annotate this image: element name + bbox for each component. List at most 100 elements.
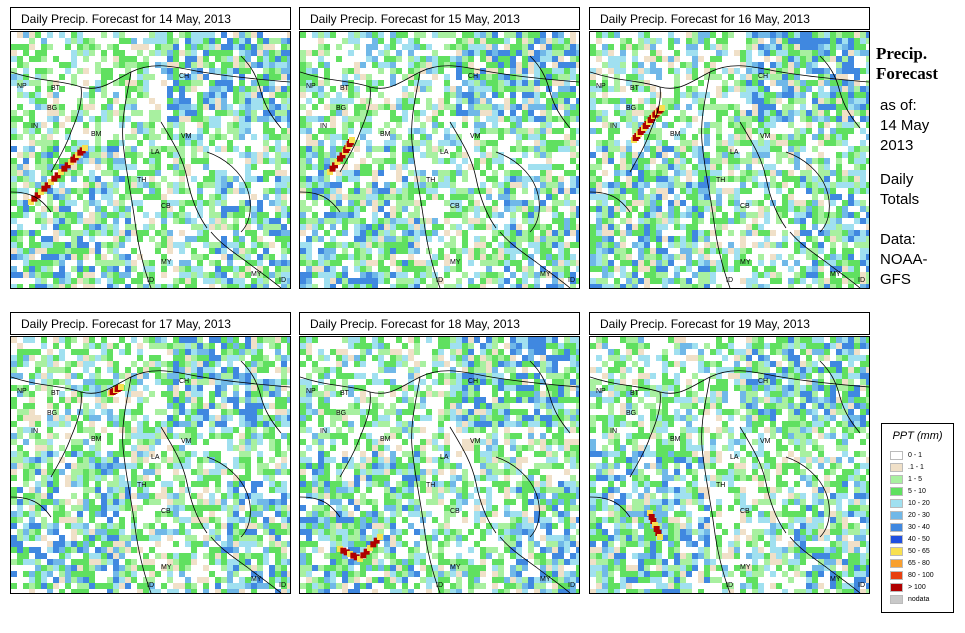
precip-cell	[197, 367, 203, 373]
precip-cell	[125, 373, 131, 379]
precip-cell	[275, 230, 281, 236]
precip-cell	[608, 122, 614, 128]
precip-cell	[782, 236, 788, 242]
precip-cell	[251, 236, 257, 242]
precip-cell	[632, 74, 638, 80]
precip-cell	[686, 146, 692, 152]
precip-cell	[209, 427, 215, 433]
precip-cell	[173, 158, 179, 164]
precip-cell	[680, 140, 686, 146]
precip-cell	[342, 176, 348, 182]
precip-cell	[854, 80, 860, 86]
precip-cell	[239, 349, 245, 355]
precip-cell	[287, 445, 290, 451]
precip-cell	[510, 230, 516, 236]
precip-cell	[221, 98, 227, 104]
precip-map[interactable]: NP BT BG IN BM CH VM LA TH CB MY ID MY ID	[299, 31, 580, 289]
precip-cell	[516, 32, 522, 38]
precip-cell	[758, 206, 764, 212]
precip-cell	[674, 134, 680, 140]
precip-cell	[239, 92, 245, 98]
precip-cell	[450, 194, 456, 200]
precip-cell	[528, 230, 534, 236]
precip-cell	[47, 80, 53, 86]
precip-cell	[540, 32, 546, 38]
precip-cell	[650, 236, 656, 242]
precip-cell	[239, 104, 245, 110]
precip-cell	[836, 92, 842, 98]
precip-cell	[728, 32, 734, 38]
precip-cell	[480, 44, 486, 50]
precip-cell	[53, 355, 59, 361]
precip-cell	[318, 248, 324, 254]
precip-map[interactable]: NP BT BG IN BM CH VM LA TH CB MY ID MY ID	[10, 31, 291, 289]
precip-cell	[564, 218, 570, 224]
precip-cell	[546, 68, 552, 74]
precip-cell	[287, 152, 290, 158]
precip-cell	[420, 266, 426, 272]
precip-cell	[824, 92, 830, 98]
precip-cell	[83, 248, 89, 254]
precip-cell	[354, 110, 360, 116]
precip-cell	[468, 206, 474, 212]
precip-cell	[41, 248, 47, 254]
precip-cell	[221, 397, 227, 403]
precip-cell	[161, 62, 167, 68]
precip-cell	[522, 32, 528, 38]
precip-map[interactable]: NP BT BG IN BM CH VM LA TH CB MY ID MY ID	[589, 31, 870, 289]
precip-cell	[764, 128, 770, 134]
precip-cell	[275, 367, 281, 373]
precip-cell	[534, 224, 540, 230]
precip-cell	[686, 248, 692, 254]
precip-cell	[402, 194, 408, 200]
precip-cell	[263, 98, 269, 104]
precip-cell	[486, 260, 492, 266]
precip-cell	[149, 188, 155, 194]
precip-map[interactable]: NP BT BG IN BM CH VM LA TH CB MY ID MY ID	[10, 336, 291, 594]
precip-cell	[287, 56, 290, 62]
precip-cell	[734, 218, 740, 224]
precip-cell	[137, 128, 143, 134]
precip-cell	[662, 56, 668, 62]
precip-cell	[287, 242, 290, 248]
precip-cell	[125, 397, 131, 403]
precip-cell	[245, 176, 251, 182]
precip-cell	[185, 433, 191, 439]
precip-cell	[632, 128, 638, 134]
precip-cell	[602, 140, 608, 146]
precip-cell	[486, 98, 492, 104]
precip-cell	[83, 337, 89, 343]
precip-cell	[474, 74, 480, 80]
precip-cell	[41, 242, 47, 248]
precip-cell	[776, 212, 782, 218]
precip-cell	[842, 44, 848, 50]
precip-cell	[143, 445, 149, 451]
precip-cell	[149, 224, 155, 230]
precip-cell	[570, 212, 576, 218]
precip-cell	[474, 140, 480, 146]
precip-cell	[59, 349, 65, 355]
precip-cell	[281, 68, 287, 74]
precip-cell	[866, 134, 869, 140]
precip-cell	[137, 403, 143, 409]
precip-cell	[764, 98, 770, 104]
precip-cell	[179, 152, 185, 158]
precip-cell	[752, 146, 758, 152]
precip-cell	[576, 116, 579, 122]
precip-cell	[318, 224, 324, 230]
precip-cell	[239, 421, 245, 427]
precip-cell	[233, 122, 239, 128]
precip-cell	[197, 403, 203, 409]
precip-cell	[746, 56, 752, 62]
precip-cell	[77, 349, 83, 355]
precip-cell	[534, 38, 540, 44]
precip-cell	[11, 134, 17, 140]
precip-cell	[752, 92, 758, 98]
country-label: TH	[137, 177, 146, 184]
precip-cell	[468, 38, 474, 44]
precip-cell	[107, 284, 113, 288]
precip-cell	[614, 266, 620, 272]
precip-cell	[330, 182, 336, 188]
precip-cell	[372, 212, 378, 218]
precip-cell	[674, 278, 680, 284]
